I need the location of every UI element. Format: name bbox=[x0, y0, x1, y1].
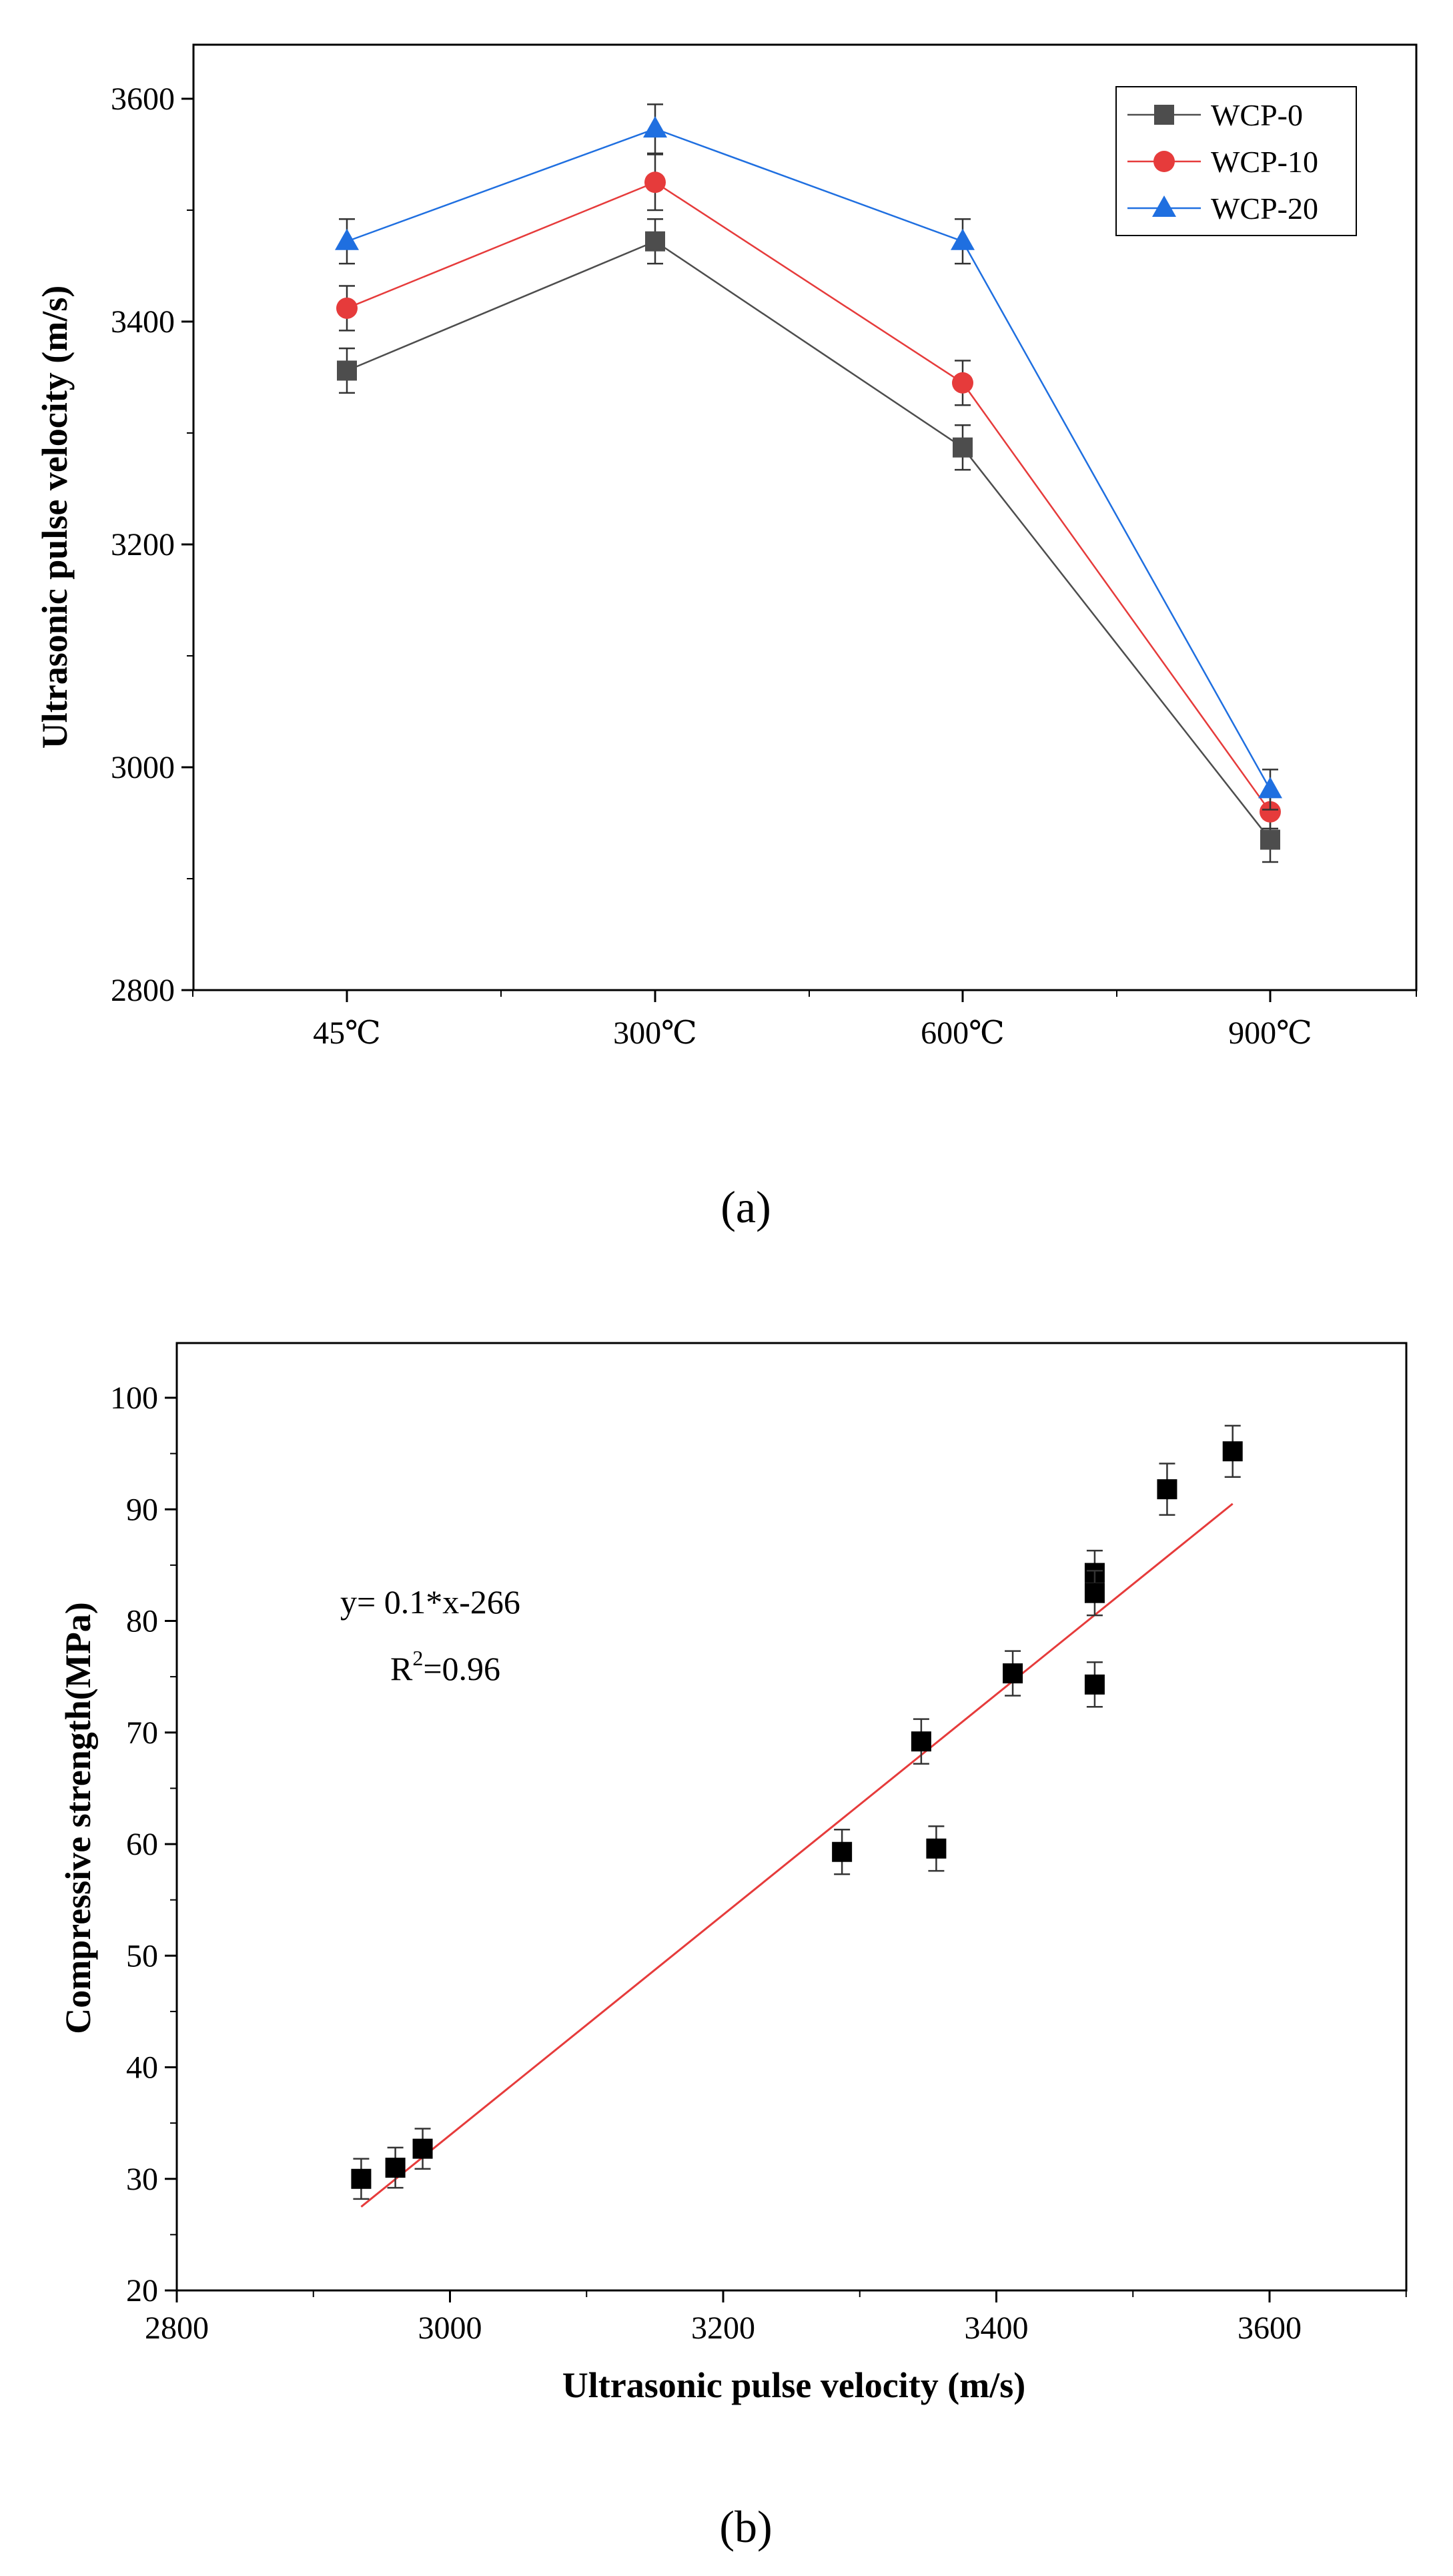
panel-b-y-axis-title: Compressive strength(MPa) bbox=[58, 1602, 98, 2034]
series-line-WCP-0 bbox=[346, 240, 1271, 841]
b-y-tick-label-7: 90 bbox=[126, 1492, 158, 1527]
scatter-point-0 bbox=[351, 2168, 372, 2189]
b-x-tick-label-1: 3000 bbox=[418, 2310, 482, 2346]
data-point-WCP-20-3 bbox=[1258, 777, 1282, 799]
scatter-point-2 bbox=[412, 2138, 433, 2159]
data-point-WCP-0-2 bbox=[953, 437, 973, 458]
data-point-WCP-10-3 bbox=[1260, 801, 1281, 823]
b-y-tick-label-0: 20 bbox=[126, 2273, 158, 2308]
r-squared-prefix: R bbox=[390, 1650, 413, 1687]
a-y-tick-label-0: 2800 bbox=[111, 973, 175, 1008]
panel-a-plot-frame bbox=[192, 43, 1418, 991]
b-y-tick-label-3: 50 bbox=[126, 1938, 158, 1974]
panel-b-plot-frame bbox=[175, 1342, 1408, 2292]
b-x-tick-label-0: 2800 bbox=[145, 2310, 209, 2346]
b-y-tick-label-6: 80 bbox=[126, 1604, 158, 1639]
series-line-WCP-10 bbox=[346, 181, 1272, 813]
data-point-WCP-0-1 bbox=[645, 231, 665, 252]
b-x-tick-label-2: 3200 bbox=[691, 2310, 755, 2346]
panel-a-legend: WCP-0 WCP-10 WCP-20 bbox=[1115, 86, 1357, 236]
a-x-tick-label-3: 900℃ bbox=[1228, 1015, 1312, 1051]
a-y-tick-label-1: 3000 bbox=[111, 750, 175, 785]
panel-a-y-axis: 2800 3000 3200 3400 3600 bbox=[111, 81, 193, 1008]
caption-b: (b) bbox=[719, 2501, 772, 2552]
b-y-tick-label-4: 60 bbox=[126, 1827, 158, 1862]
panel-a-series bbox=[335, 103, 1282, 863]
scatter-point-5 bbox=[926, 1838, 947, 1859]
data-point-WCP-10-1 bbox=[644, 171, 666, 193]
data-point-WCP-10-0 bbox=[336, 297, 358, 319]
b-y-tick-label-5: 70 bbox=[126, 1715, 158, 1751]
legend-marker-WCP-20 bbox=[1152, 195, 1176, 217]
panel-b-x-axis: 2800 3000 3200 3400 3600 bbox=[145, 2290, 1407, 2346]
a-y-tick-label-2: 3200 bbox=[111, 527, 175, 562]
r-squared-label: R2=0.96 bbox=[390, 1646, 500, 1687]
legend-label-WCP-10: WCP-10 bbox=[1211, 145, 1318, 179]
r-squared-value: =0.96 bbox=[423, 1650, 500, 1687]
scatter-point-6 bbox=[1003, 1663, 1023, 1684]
a-x-tick-label-0: 45℃ bbox=[313, 1015, 381, 1051]
r-squared-exponent: 2 bbox=[412, 1646, 423, 1670]
series-line-WCP-20 bbox=[346, 127, 1272, 791]
b-y-tick-label-2: 40 bbox=[126, 2050, 158, 2086]
b-x-tick-label-4: 3600 bbox=[1238, 2310, 1302, 2346]
b-x-tick-label-3: 3400 bbox=[965, 2310, 1029, 2346]
scatter-point-9 bbox=[1084, 1674, 1105, 1695]
data-point-WCP-20-1 bbox=[643, 116, 667, 138]
legend-label-WCP-20: WCP-20 bbox=[1211, 191, 1318, 226]
caption-a: (a) bbox=[720, 1182, 771, 1232]
panel-b-chart: 20 30 40 50 60 70 80 90 100 2800 3000 3200 3400 3600… bbox=[58, 1342, 1408, 2552]
scatter-point-4 bbox=[911, 1731, 931, 1752]
a-x-tick-label-2: 600℃ bbox=[921, 1015, 1005, 1051]
panel-a-x-axis: 45℃ 300℃ 600℃ 900℃ bbox=[192, 990, 1417, 1051]
a-x-tick-label-1: 300℃ bbox=[613, 1015, 697, 1051]
data-point-WCP-20-0 bbox=[335, 228, 359, 250]
panel-a-chart: 2800 3000 3200 3400 3600 45℃ 300℃ 600℃ 900℃ Ult… bbox=[35, 43, 1418, 1232]
panel-b-points bbox=[351, 1424, 1243, 2200]
data-point-WCP-0-3 bbox=[1260, 829, 1280, 850]
a-y-tick-label-3: 3400 bbox=[111, 304, 175, 340]
scatter-point-10 bbox=[1157, 1479, 1177, 1500]
a-y-tick-label-4: 3600 bbox=[111, 81, 175, 117]
legend-label-WCP-0: WCP-0 bbox=[1211, 98, 1303, 132]
panel-b-y-axis: 20 30 40 50 60 70 80 90 100 bbox=[110, 1380, 177, 2308]
b-y-tick-label-1: 30 bbox=[126, 2162, 158, 2197]
panel-b-x-axis-title: Ultrasonic pulse velocity (m/s) bbox=[562, 2365, 1025, 2405]
fit-line bbox=[360, 1502, 1234, 2208]
legend-marker-WCP-0 bbox=[1154, 105, 1174, 125]
legend-marker-WCP-10 bbox=[1153, 151, 1175, 172]
equation-label: y= 0.1*x-266 bbox=[340, 1583, 520, 1621]
scatter-point-3 bbox=[832, 1841, 853, 1862]
scatter-point-8 bbox=[1084, 1583, 1105, 1603]
scatter-point-1 bbox=[385, 2158, 406, 2178]
scatter-point-11 bbox=[1222, 1441, 1243, 1462]
data-point-WCP-10-2 bbox=[952, 372, 973, 394]
panel-a-y-axis-title: Ultrasonic pulse velocity (m/s) bbox=[35, 286, 75, 749]
data-point-WCP-0-0 bbox=[337, 360, 357, 381]
b-y-tick-label-8: 100 bbox=[110, 1380, 158, 1416]
data-point-WCP-20-2 bbox=[951, 228, 975, 250]
